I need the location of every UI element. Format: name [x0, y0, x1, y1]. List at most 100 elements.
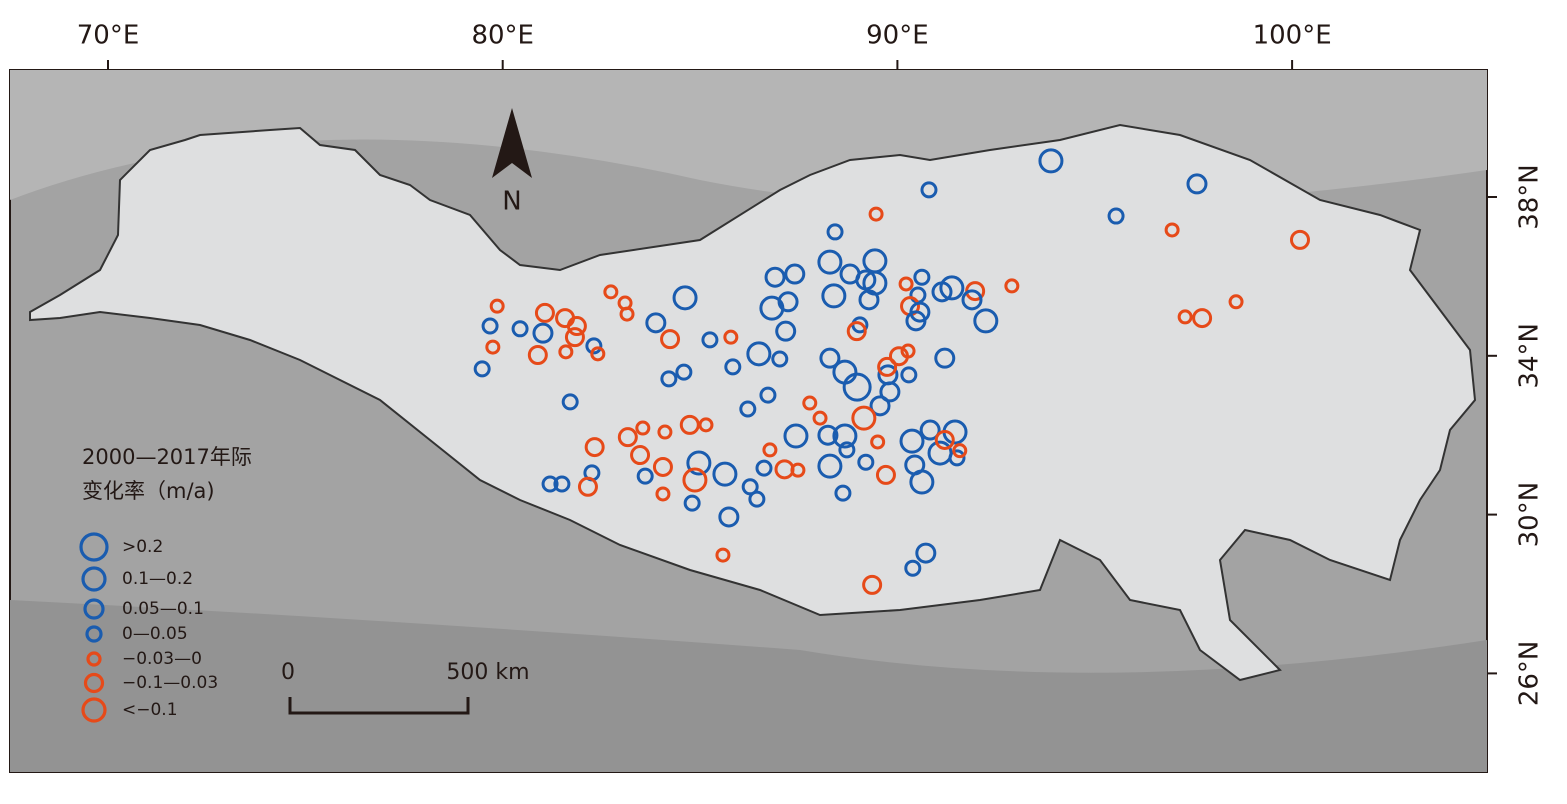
lake: [899, 428, 925, 454]
lake: [961, 289, 983, 311]
legend-label: −0.1—0.03: [122, 673, 218, 693]
lake: [655, 486, 671, 502]
lake: [630, 445, 651, 466]
legend-label: >0.2: [122, 537, 163, 557]
lake: [821, 283, 847, 309]
lake: [541, 475, 559, 493]
lake: [558, 344, 574, 360]
lake: [724, 358, 742, 376]
lake: [857, 453, 875, 471]
lake: [652, 456, 673, 477]
lake: [875, 464, 896, 485]
lake: [553, 475, 571, 493]
lon-tick-label: 100°E: [1253, 21, 1332, 51]
lake: [741, 478, 759, 496]
lake: [777, 291, 799, 313]
lake: [561, 393, 579, 411]
north-arrow: [492, 108, 532, 178]
legend-title: 变化率（m/a): [82, 479, 215, 503]
legend-symbol: [79, 532, 109, 562]
lake: [817, 453, 843, 479]
lake: [877, 364, 899, 386]
legend-label: <−0.1: [122, 700, 178, 720]
scale-bar: [288, 697, 470, 715]
lake: [686, 450, 712, 476]
scale-label: 500 km: [446, 660, 529, 685]
legend-symbol: [81, 697, 107, 723]
lon-tick-label: 70°E: [77, 21, 140, 51]
lake: [723, 329, 739, 345]
lake: [900, 366, 918, 384]
lake: [619, 306, 635, 322]
lake: [1004, 278, 1020, 294]
lake: [939, 275, 965, 301]
lake: [817, 249, 843, 275]
lon-tick-label: 90°E: [866, 21, 929, 51]
lake: [755, 459, 773, 477]
lake: [790, 462, 806, 478]
lake: [851, 405, 877, 431]
legend-label: 0.1—0.2: [122, 569, 193, 589]
scale-label: 0: [281, 660, 295, 685]
lake: [1164, 222, 1180, 238]
north-label: N: [502, 187, 521, 217]
lake: [1038, 148, 1064, 174]
lake: [712, 461, 738, 487]
lake: [715, 547, 731, 563]
terrain: [10, 600, 1487, 772]
lake: [698, 417, 714, 433]
lake: [915, 542, 937, 564]
lake: [564, 327, 585, 348]
lake: [534, 302, 555, 323]
lake: [585, 337, 603, 355]
lake: [817, 424, 839, 446]
lake: [1228, 294, 1244, 310]
lake: [1177, 309, 1193, 325]
lake: [826, 223, 844, 241]
lake: [759, 386, 777, 404]
lake: [481, 317, 499, 335]
lake: [877, 356, 898, 377]
legend-symbol: [81, 566, 107, 592]
lake: [869, 395, 891, 417]
lake: [532, 322, 554, 344]
legend-symbol: [83, 672, 105, 694]
lat-tick-label: 30°N: [1515, 482, 1545, 548]
lake: [920, 181, 938, 199]
lake: [783, 423, 809, 449]
lake: [870, 434, 886, 450]
lake: [1107, 207, 1125, 225]
lake: [802, 395, 818, 411]
lon-tick-label: 80°E: [471, 21, 534, 51]
lake: [775, 320, 797, 342]
lake: [973, 308, 999, 334]
lake: [934, 429, 955, 450]
lake: [679, 414, 700, 435]
lake: [904, 454, 926, 476]
lake: [682, 467, 708, 493]
lake: [485, 339, 501, 355]
lake: [762, 442, 778, 458]
lake: [898, 276, 914, 292]
lake: [603, 284, 619, 300]
lat-tick-label: 26°N: [1515, 641, 1545, 707]
legend-label: −0.03—0: [122, 649, 202, 669]
lake: [683, 494, 701, 512]
lake: [675, 363, 693, 381]
legend-symbol: [86, 651, 102, 667]
lake: [701, 331, 719, 349]
lake: [584, 437, 605, 458]
lake: [868, 206, 884, 222]
lake: [672, 285, 698, 311]
lat-tick-label: 38°N: [1515, 164, 1545, 230]
legend-title: 2000—2017年际: [82, 445, 252, 469]
lake: [842, 372, 872, 402]
legend-symbol: [83, 598, 105, 620]
lake: [473, 360, 491, 378]
lake: [904, 559, 922, 577]
lake: [919, 419, 941, 441]
lake: [636, 467, 654, 485]
lake: [1192, 308, 1213, 329]
lake: [771, 350, 789, 368]
